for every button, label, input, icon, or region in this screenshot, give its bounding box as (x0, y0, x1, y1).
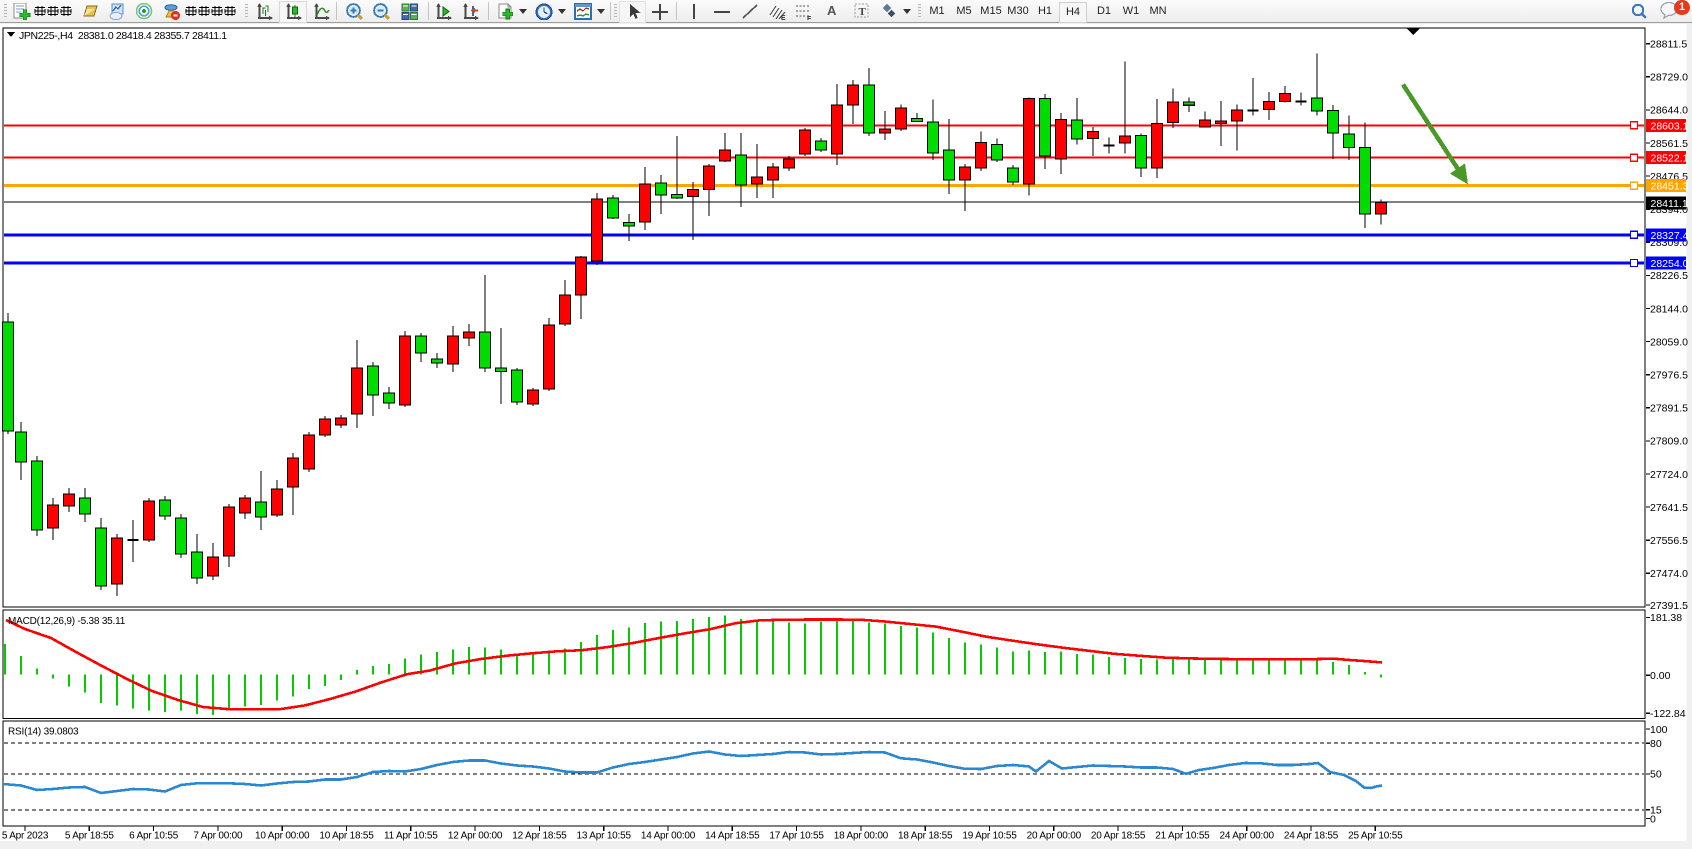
svg-text:28603.1: 28603.1 (1651, 120, 1689, 132)
svg-text:5 Apr 2023: 5 Apr 2023 (2, 831, 49, 842)
svg-text:7 Apr 00:00: 7 Apr 00:00 (193, 831, 243, 842)
svg-text:28811.5: 28811.5 (1650, 39, 1687, 51)
svg-text:28059.0: 28059.0 (1650, 336, 1688, 348)
svg-text:11 Apr 10:55: 11 Apr 10:55 (384, 831, 438, 842)
svg-text:27641.5: 27641.5 (1650, 502, 1688, 514)
svg-text:0: 0 (1650, 813, 1656, 825)
svg-text:28644.0: 28644.0 (1650, 105, 1688, 117)
svg-text:F: F (807, 16, 812, 20)
svg-text:T: T (859, 6, 867, 18)
svg-text:28226.5: 28226.5 (1650, 270, 1688, 282)
svg-text:12 Apr 00:00: 12 Apr 00:00 (448, 831, 503, 842)
svg-text:5 Apr 18:55: 5 Apr 18:55 (65, 831, 115, 842)
svg-text:50: 50 (1650, 769, 1662, 781)
svg-text:28522.1: 28522.1 (1651, 153, 1689, 165)
svg-text:E: E (781, 15, 786, 20)
svg-text:14 Apr 00:00: 14 Apr 00:00 (641, 831, 696, 842)
svg-text:28451.3: 28451.3 (1651, 181, 1689, 193)
svg-text:27809.0: 27809.0 (1650, 436, 1688, 448)
svg-text:80: 80 (1650, 738, 1662, 750)
svg-text:28561.5: 28561.5 (1650, 138, 1688, 150)
svg-text:19 Apr 10:55: 19 Apr 10:55 (962, 831, 1017, 842)
svg-text:20 Apr 00:00: 20 Apr 00:00 (1027, 831, 1082, 842)
svg-text:24 Apr 00:00: 24 Apr 00:00 (1220, 831, 1275, 842)
svg-text:6 Apr 10:55: 6 Apr 10:55 (129, 831, 179, 842)
svg-text:27474.0: 27474.0 (1650, 568, 1688, 580)
svg-text:MACD(12,26,9) -5.38 35.11: MACD(12,26,9) -5.38 35.11 (8, 616, 126, 627)
svg-text:25 Apr 10:55: 25 Apr 10:55 (1348, 831, 1403, 842)
svg-text:0.00: 0.00 (1650, 670, 1671, 682)
svg-text:15: 15 (1650, 805, 1662, 817)
svg-text:13 Apr 10:55: 13 Apr 10:55 (577, 831, 632, 842)
svg-text:18 Apr 00:00: 18 Apr 00:00 (834, 831, 889, 842)
svg-text:17 Apr 10:55: 17 Apr 10:55 (769, 831, 824, 842)
svg-text:10 Apr 00:00: 10 Apr 00:00 (255, 831, 310, 842)
svg-text:27976.5: 27976.5 (1650, 370, 1688, 382)
svg-text:28254.0: 28254.0 (1651, 258, 1689, 270)
svg-text:27556.5: 27556.5 (1650, 535, 1688, 547)
svg-text:24 Apr 18:55: 24 Apr 18:55 (1284, 831, 1339, 842)
svg-text:18 Apr 18:55: 18 Apr 18:55 (898, 831, 953, 842)
svg-text:20 Apr 18:55: 20 Apr 18:55 (1091, 831, 1146, 842)
svg-text:RSI(14) 39.0803: RSI(14) 39.0803 (8, 727, 79, 738)
svg-text:181.38: 181.38 (1650, 612, 1682, 624)
svg-text:27724.0: 27724.0 (1650, 469, 1688, 481)
svg-text:10 Apr 18:55: 10 Apr 18:55 (319, 831, 374, 842)
svg-text:28411.1: 28411.1 (1651, 198, 1688, 210)
svg-text:100: 100 (1650, 724, 1668, 736)
svg-text:27391.5: 27391.5 (1650, 600, 1688, 612)
svg-text:28327.4: 28327.4 (1651, 230, 1689, 242)
svg-text:JPN225-,H4 28381.0 28418.4 28: JPN225-,H4 28381.0 28418.4 28355.7 28411… (19, 30, 227, 42)
svg-text:27891.5: 27891.5 (1650, 403, 1688, 415)
svg-text:28144.0: 28144.0 (1650, 303, 1688, 315)
svg-text:21 Apr 10:55: 21 Apr 10:55 (1155, 831, 1210, 842)
svg-text:12 Apr 18:55: 12 Apr 18:55 (512, 831, 567, 842)
svg-text:-122.84: -122.84 (1650, 708, 1686, 720)
svg-text:28729.0: 28729.0 (1650, 72, 1688, 84)
svg-text:14 Apr 18:55: 14 Apr 18:55 (705, 831, 760, 842)
